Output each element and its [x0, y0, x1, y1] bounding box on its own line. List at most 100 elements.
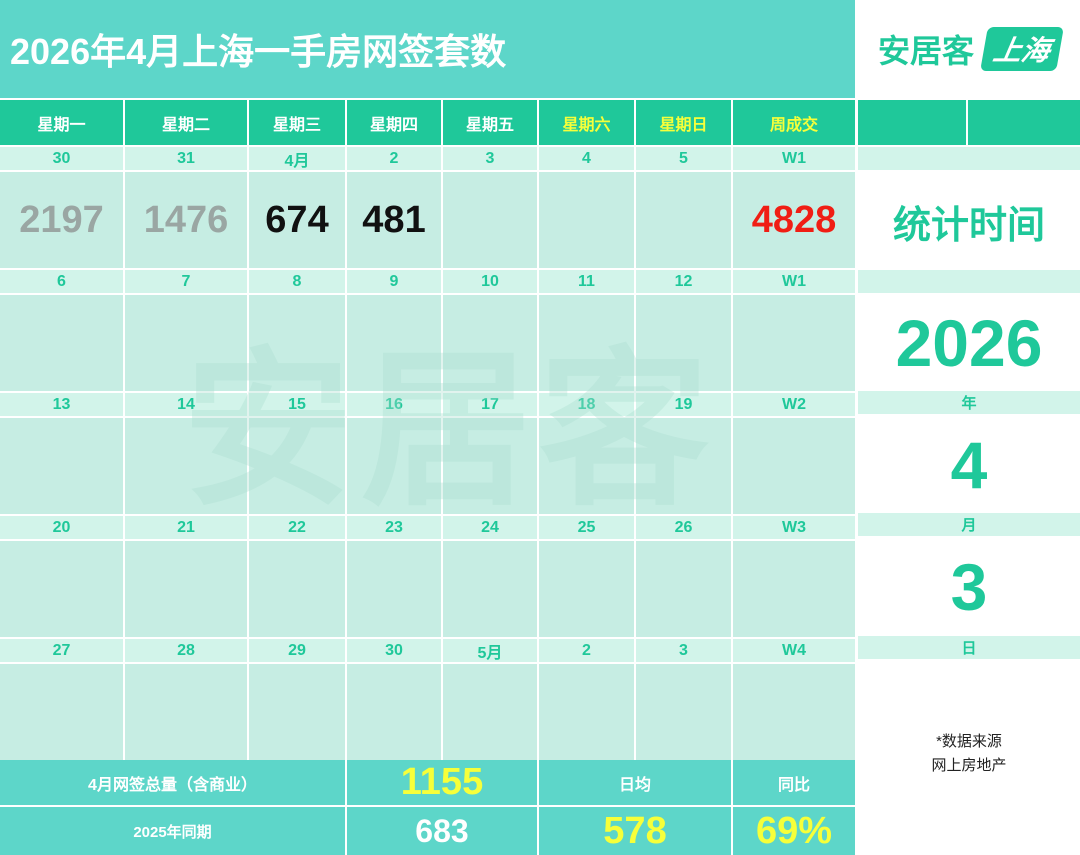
month-label: 月 — [858, 513, 1080, 536]
day-value-cell — [347, 418, 441, 514]
day-value-cell — [636, 295, 731, 391]
day-value-cell — [125, 664, 247, 760]
day-value-cell — [0, 664, 123, 760]
brand-logo: 安居客 上海 — [858, 0, 1080, 98]
day-value-cell — [0, 418, 123, 514]
date-label: 17 — [443, 393, 537, 416]
date-label: 5月 — [443, 639, 537, 662]
day-value-cell — [539, 541, 634, 637]
week-total-cell — [733, 418, 855, 514]
day-value-cell — [249, 664, 345, 760]
day-value-cell — [443, 172, 537, 268]
week-total-cell: 4828 — [733, 172, 855, 268]
day-value-cell: 481 — [347, 172, 441, 268]
weekday-header: 星期二 — [125, 100, 247, 145]
date-label: 18 — [539, 393, 634, 416]
last-year-value: 683 — [347, 807, 537, 855]
stat-day: 3 — [950, 550, 988, 624]
weekday-header: 星期三 — [249, 100, 345, 145]
day-value-cell — [443, 541, 537, 637]
source-line-2: 网上房地产 — [931, 757, 1007, 774]
day-value-cell — [539, 664, 634, 760]
day-value-cell — [125, 295, 247, 391]
date-label: 25 — [539, 516, 634, 539]
date-label: 30 — [0, 147, 123, 170]
date-label: 30 — [347, 639, 441, 662]
date-label: 19 — [636, 393, 731, 416]
day-value-cell — [539, 295, 634, 391]
calendar-grid: 星期一 星期二 星期三 星期四 星期五 星期六 星期日 周成交 30 31 4月 2 3 4 5 W1 2197… — [0, 100, 858, 760]
week-total-cell — [733, 664, 855, 760]
date-label: W1 — [733, 147, 855, 170]
day-value-cell — [125, 541, 247, 637]
week-total-cell — [733, 541, 855, 637]
date-label: 28 — [125, 639, 247, 662]
date-label: 21 — [125, 516, 247, 539]
date-label: 10 — [443, 270, 537, 293]
day-label: 日 — [858, 636, 1080, 659]
day-value-cell — [347, 541, 441, 637]
date-label: 8 — [249, 270, 345, 293]
date-label: W3 — [733, 516, 855, 539]
year-label: 年 — [858, 391, 1080, 414]
side-header-divider — [966, 100, 968, 145]
side-band — [858, 147, 1080, 170]
day-value-cell — [636, 541, 731, 637]
total-label: 4月网签总量（含商业） — [0, 760, 345, 805]
week-total-cell — [733, 295, 855, 391]
date-label: 2 — [539, 639, 634, 662]
date-label: 24 — [443, 516, 537, 539]
day-value-cell — [443, 295, 537, 391]
day-value-cell: 1476 — [125, 172, 247, 268]
date-label: 26 — [636, 516, 731, 539]
date-label: 3 — [443, 147, 537, 170]
date-label: W2 — [733, 393, 855, 416]
date-label: 20 — [0, 516, 123, 539]
yoy-label: 同比 — [733, 760, 855, 805]
day-value-cell — [539, 418, 634, 514]
date-label: 3 — [636, 639, 731, 662]
day-value-cell — [0, 541, 123, 637]
day-value-cell — [443, 418, 537, 514]
date-label: 15 — [249, 393, 345, 416]
weekday-header: 周成交 — [733, 100, 855, 145]
date-label: 27 — [0, 639, 123, 662]
date-label: W1 — [733, 270, 855, 293]
weekday-header: 星期日 — [636, 100, 731, 145]
day-value-cell — [0, 295, 123, 391]
day-value-cell — [443, 664, 537, 760]
day-value-cell — [249, 541, 345, 637]
stat-time-label: 统计时间 — [892, 204, 1045, 247]
side-header-band — [858, 100, 1080, 145]
date-label: 4月 — [249, 147, 345, 170]
logo-city-badge: 上海 — [980, 27, 1064, 71]
daily-avg-label: 日均 — [539, 760, 731, 805]
weekday-header: 星期六 — [539, 100, 634, 145]
date-label: 12 — [636, 270, 731, 293]
daily-avg-value: 578 — [539, 807, 731, 855]
day-value-cell — [347, 664, 441, 760]
date-label: 23 — [347, 516, 441, 539]
date-label: W4 — [733, 639, 855, 662]
date-label: 14 — [125, 393, 247, 416]
date-label: 4 — [539, 147, 634, 170]
date-label: 11 — [539, 270, 634, 293]
yoy-value: 69% — [733, 807, 855, 855]
day-value-cell — [249, 418, 345, 514]
page-title: 2026年4月上海一手房网签套数 — [0, 0, 855, 98]
weekday-header: 星期四 — [347, 100, 441, 145]
day-value-cell — [636, 172, 731, 268]
date-label: 5 — [636, 147, 731, 170]
day-value-cell — [249, 295, 345, 391]
date-label: 16 — [347, 393, 441, 416]
stat-month: 4 — [950, 428, 988, 502]
day-value-cell — [539, 172, 634, 268]
date-label: 13 — [0, 393, 123, 416]
date-label: 22 — [249, 516, 345, 539]
side-band — [858, 270, 1080, 293]
data-source: *数据来源 网上房地产 — [858, 730, 1080, 778]
day-value-cell — [125, 418, 247, 514]
day-value-cell: 674 — [249, 172, 345, 268]
weekday-header: 星期一 — [0, 100, 123, 145]
logo-brand: 安居客 — [877, 33, 974, 69]
